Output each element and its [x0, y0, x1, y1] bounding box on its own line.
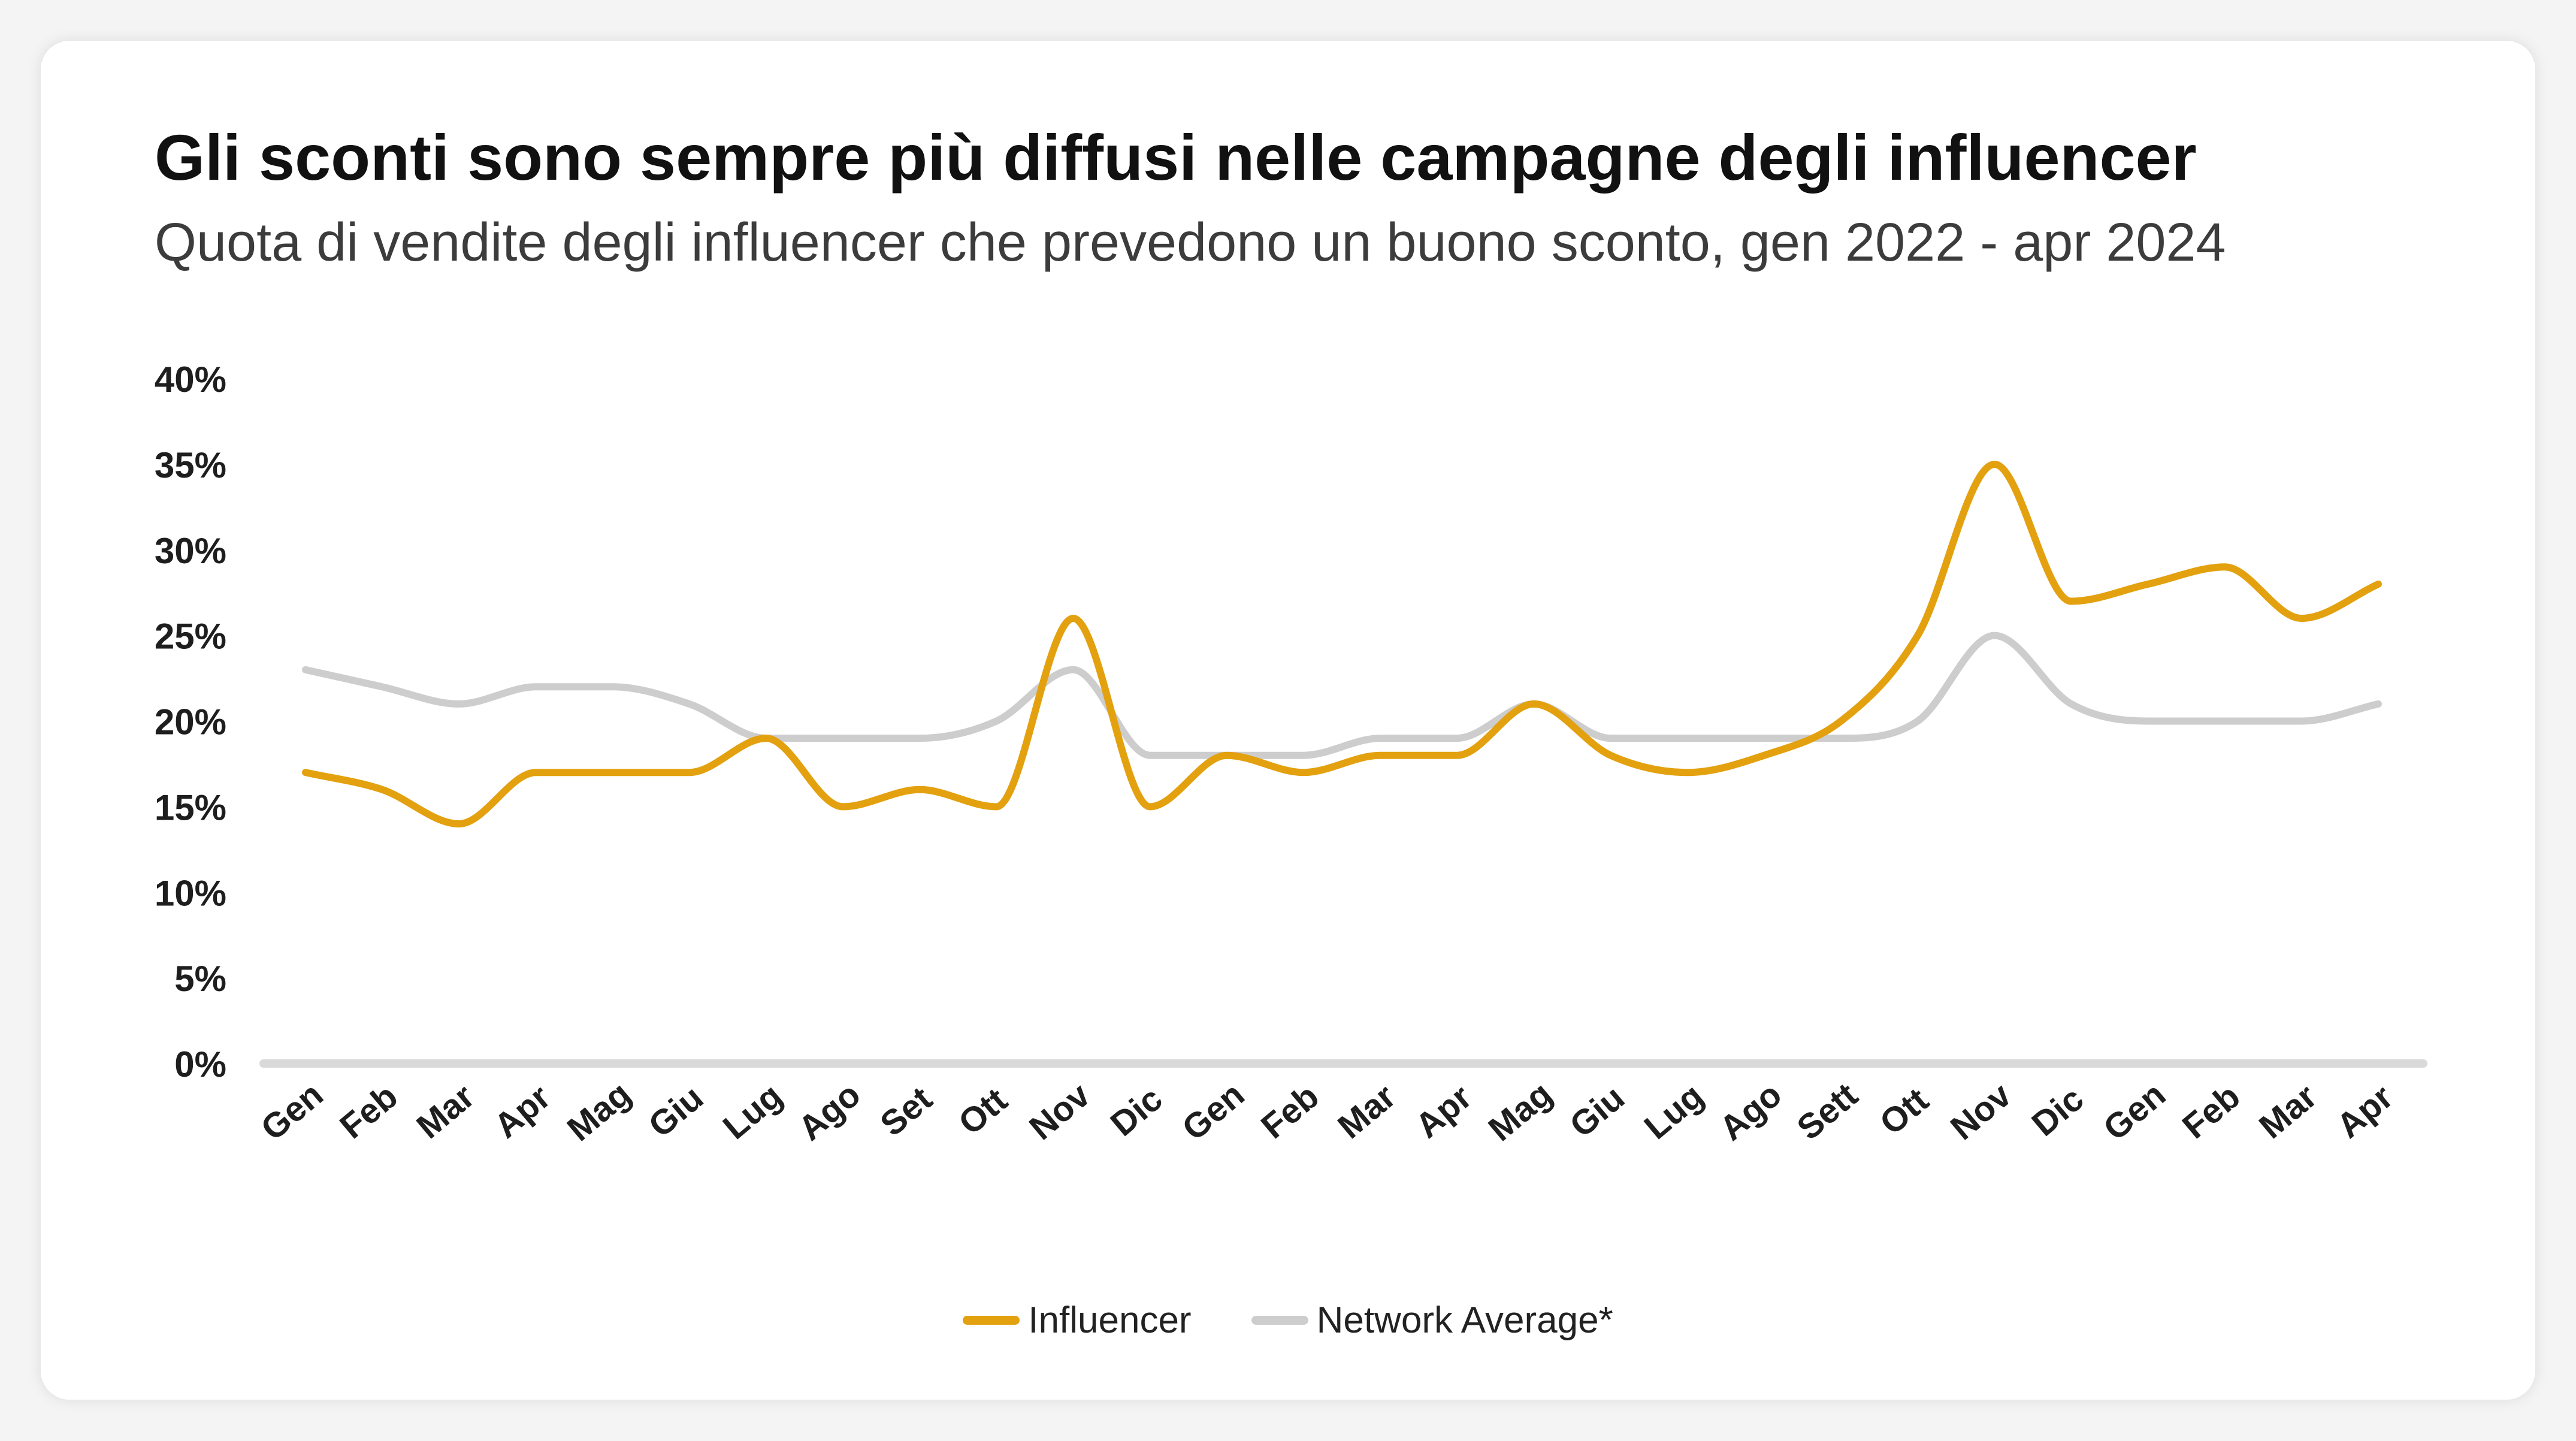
x-tick-label: Ott [1873, 1080, 1936, 1143]
x-tick-label: Mar [2252, 1077, 2324, 1146]
x-tick-label: Set [873, 1079, 939, 1144]
chart-title: Gli sconti sono sempre più diffusi nelle… [155, 121, 2197, 194]
x-tick-label: Dic [2024, 1079, 2091, 1144]
x-tick-label: Apr [2329, 1077, 2400, 1146]
x-tick-label: Gen [1175, 1075, 1251, 1148]
x-tick-label: Apr [1408, 1077, 1479, 1146]
y-tick-label: 35% [155, 445, 226, 485]
x-tick-label: Mag [1481, 1074, 1560, 1149]
series-line-network-average [302, 632, 2382, 759]
x-tick-label: Apr [487, 1077, 558, 1146]
x-tick-label: Mag [560, 1074, 639, 1149]
x-tick-label: Dic [1103, 1079, 1170, 1144]
y-tick-label: 20% [155, 702, 226, 742]
y-tick-label: 25% [155, 617, 226, 657]
y-tick-label: 10% [155, 873, 226, 913]
x-tick-label: Giu [641, 1078, 710, 1145]
x-tick-label: Nov [1022, 1076, 1097, 1147]
y-tick-label: 30% [155, 531, 226, 571]
x-tick-label: Mar [1331, 1077, 1403, 1146]
x-tick-label: Nov [1943, 1076, 2019, 1147]
legend-swatch-network-average [1251, 1315, 1308, 1325]
legend-item-influencer: Influencer [963, 1299, 1192, 1342]
x-tick-label: Gen [253, 1075, 330, 1148]
x-axis-ticks: Gen Feb Mar Apr Mag Giu Lug Ago Set Ott Nov Dic Gen F… [253, 1074, 2400, 1149]
legend-item-network-average: Network Average* [1251, 1299, 1613, 1342]
series-lines [302, 460, 2382, 827]
x-tick-label: Gen [2096, 1075, 2173, 1148]
x-tick-label: Ott [951, 1080, 1015, 1143]
x-tick-label: Mar [409, 1077, 482, 1146]
x-tick-label: Lug [1637, 1076, 1711, 1147]
x-tick-label: Feb [332, 1077, 405, 1146]
y-tick-label: 40% [155, 360, 226, 400]
x-tick-label: Lug [716, 1076, 790, 1147]
series-line-influencer [302, 460, 2382, 827]
y-tick-label: 5% [174, 959, 226, 999]
legend-label-influencer: Influencer [1028, 1299, 1192, 1341]
x-tick-label: Ago [1712, 1075, 1789, 1148]
y-tick-label: 0% [174, 1044, 226, 1084]
x-tick-label: Feb [1254, 1077, 1326, 1146]
y-axis-ticks: 0% 5% 10% 15% 20% 25% 30% 35% 40% [155, 360, 226, 1084]
chart-legend: Influencer Network Average* [0, 1287, 2576, 1353]
x-tick-label: Sett [1790, 1076, 1866, 1147]
x-tick-label: Feb [2175, 1077, 2248, 1146]
y-tick-label: 15% [155, 787, 226, 827]
legend-label-network-average: Network Average* [1316, 1299, 1613, 1341]
x-tick-label: Giu [1562, 1078, 1632, 1145]
x-tick-label: Ago [791, 1075, 867, 1148]
legend-swatch-influencer [963, 1315, 1020, 1325]
chart-subtitle: Quota di vendite degli influencer che pr… [155, 213, 2226, 273]
